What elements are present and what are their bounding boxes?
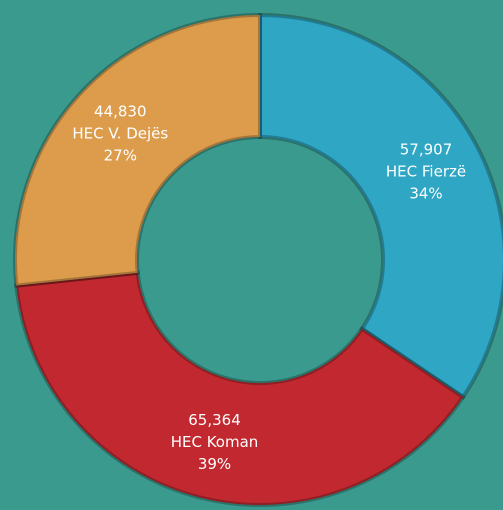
percent-label: 27% (104, 147, 137, 165)
slice (258, 12, 503, 400)
category-label: HEC V. Dejës (72, 125, 168, 143)
category-label: HEC Koman (171, 433, 259, 451)
value-label: 57,907 (400, 140, 453, 158)
value-label: 44,830 (94, 103, 147, 121)
category-label: HEC Fierzë (386, 162, 466, 180)
percent-label: 34% (409, 184, 442, 202)
value-label: 65,364 (188, 411, 241, 429)
percent-label: 39% (198, 455, 231, 473)
slice (14, 270, 466, 507)
slice (13, 12, 262, 288)
